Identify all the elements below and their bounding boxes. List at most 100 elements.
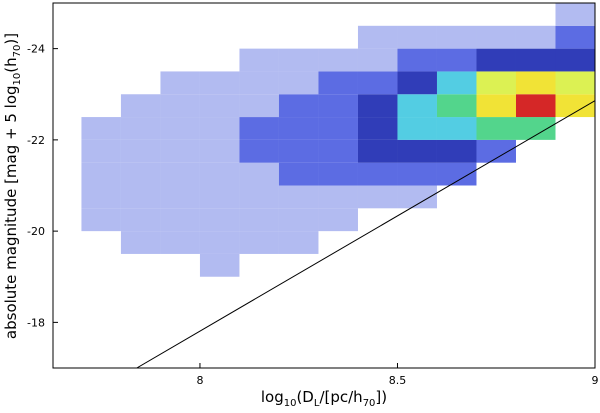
heatmap-cell — [278, 48, 319, 72]
heatmap-cell — [239, 208, 279, 232]
heatmap-cell — [476, 345, 516, 368]
heatmap-cell — [397, 254, 437, 277]
heatmap-cell — [160, 185, 200, 209]
heatmap-cell — [81, 94, 121, 117]
heatmap-cell — [279, 277, 319, 300]
heatmap-cell — [160, 71, 200, 95]
heatmap-cell — [436, 48, 477, 72]
heatmap-cell — [199, 139, 240, 163]
heatmap-cell — [121, 345, 161, 368]
heatmap-cell — [516, 345, 556, 368]
heatmap-cell — [516, 254, 556, 277]
heatmap-cell — [397, 3, 437, 26]
heatmap-cell — [357, 139, 398, 163]
heatmap-cell — [397, 25, 437, 49]
heatmap-cell — [278, 117, 319, 140]
heatmap-cell — [239, 3, 279, 26]
heatmap-cell — [239, 300, 279, 323]
heatmap-cell — [358, 277, 398, 300]
heatmap-cell — [476, 231, 516, 254]
heatmap-cell — [199, 71, 240, 95]
heatmap-cell — [199, 117, 240, 140]
heatmap-cell — [318, 185, 358, 209]
heatmap-cell — [357, 162, 398, 186]
heatmap-cell — [318, 162, 358, 186]
heatmap-cell — [318, 71, 358, 95]
x-tick-label: 8 — [196, 374, 203, 387]
heatmap-cell — [516, 208, 556, 231]
heatmap-cell — [81, 3, 121, 26]
heatmap-cell — [397, 185, 437, 209]
label-part: 10 — [284, 398, 297, 409]
heatmap-cell — [555, 163, 595, 186]
heatmap-cell — [358, 300, 398, 323]
heatmap-cell — [515, 48, 556, 72]
heatmap-cell — [121, 322, 161, 345]
y-axis-label: absolute magnitude [mag + 5 log10(h70)] — [2, 33, 23, 339]
heatmap — [81, 3, 595, 368]
heatmap-cell — [239, 322, 279, 345]
heatmap-cell — [357, 94, 398, 118]
heatmap-cell — [397, 208, 437, 231]
label-part: L — [314, 398, 320, 409]
heatmap-cell — [279, 345, 319, 368]
heatmap-cell — [515, 117, 556, 140]
heatmap-cell — [476, 254, 516, 277]
heatmap-cell — [555, 300, 595, 323]
heatmap-cell — [516, 186, 556, 209]
plot-frame — [52, 2, 596, 369]
heatmap-cell — [476, 117, 516, 140]
heatmap-cell — [81, 139, 121, 163]
heatmap-cell — [239, 254, 279, 277]
heatmap-cell — [278, 185, 319, 209]
heatmap-cell — [318, 345, 358, 368]
label-part: /[pc/h — [319, 388, 362, 406]
heatmap-cell — [397, 48, 437, 72]
heatmap-cell — [120, 139, 161, 163]
heatmap-cell — [278, 231, 319, 254]
heatmap-cell — [397, 345, 437, 368]
heatmap-cell — [476, 48, 516, 72]
heatmap-cell — [81, 345, 121, 368]
limit-line — [136, 100, 595, 368]
heatmap-cell — [318, 300, 358, 323]
heatmap-cell — [436, 25, 477, 49]
heatmap-cell — [318, 117, 358, 140]
heatmap-cell — [160, 49, 200, 72]
heatmap-cell — [515, 25, 556, 49]
heatmap-cell — [476, 25, 516, 49]
heatmap-cell — [476, 277, 516, 300]
heatmap-cell — [81, 208, 121, 232]
heatmap-cell — [81, 231, 121, 254]
heatmap-cell — [160, 345, 200, 368]
heatmap-cell — [358, 3, 398, 26]
heatmap-cell — [199, 162, 240, 186]
heatmap-cell — [318, 26, 358, 49]
heatmap-cell — [436, 117, 477, 140]
label-part: absolute magnitude [mag + 5 log — [2, 85, 20, 339]
heatmap-cell — [555, 140, 595, 163]
label-part: (h — [2, 57, 20, 72]
heatmap-cell — [120, 185, 161, 209]
heatmap-cell — [555, 322, 595, 345]
y-tick-label: -22 — [27, 134, 45, 147]
heatmap-cell — [200, 26, 240, 49]
heatmap-cell — [318, 94, 358, 118]
heatmap-cell — [199, 231, 240, 254]
heatmap-cell — [279, 26, 319, 49]
heatmap-cell — [239, 117, 279, 140]
heatmap-cell — [555, 231, 595, 254]
heatmap-cell — [516, 163, 556, 186]
heatmap-cell — [397, 71, 437, 95]
heatmap-cell — [160, 322, 200, 345]
heatmap-cell — [279, 300, 319, 323]
heatmap-cell — [555, 71, 595, 95]
heatmap-cell — [81, 322, 121, 345]
heatmap-cell — [555, 25, 595, 49]
heatmap-cell — [160, 94, 200, 118]
heatmap-cell — [516, 231, 556, 254]
heatmap-cell — [199, 208, 240, 232]
heatmap-cell — [437, 254, 477, 277]
heatmap-cell — [120, 208, 161, 232]
